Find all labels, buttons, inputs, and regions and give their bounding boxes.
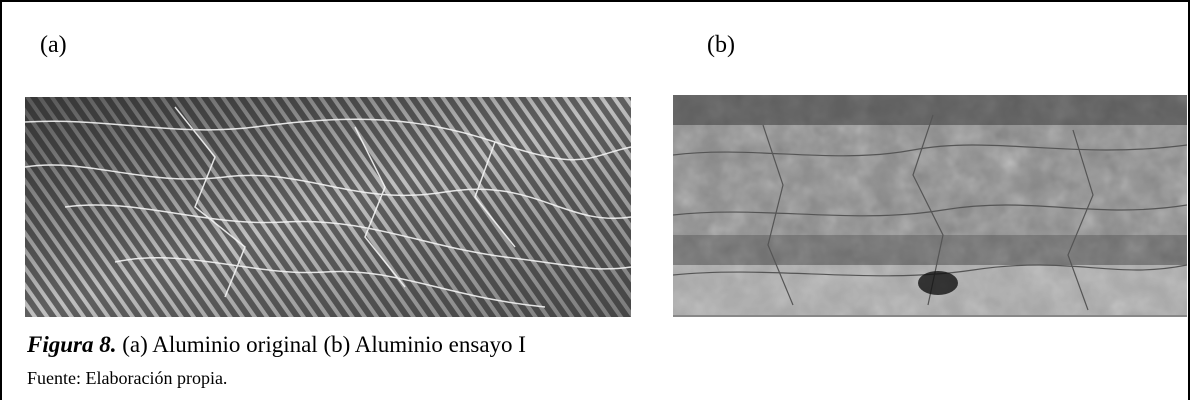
figure-source: Fuente: Elaboración propia.: [27, 368, 227, 389]
caption-text: (a) Aluminio original (b) Aluminio ensay…: [122, 332, 526, 357]
micrograph-a: [25, 97, 631, 317]
figure-page: (a) (b): [0, 0, 1190, 400]
micrograph-b: [673, 95, 1187, 317]
panel-label: (b): [707, 32, 735, 59]
figure-caption: Figura 8. (a) Aluminio original (b) Alum…: [27, 332, 526, 358]
caption-label: Figura 8.: [27, 332, 116, 357]
panel-label: (a): [40, 32, 67, 59]
